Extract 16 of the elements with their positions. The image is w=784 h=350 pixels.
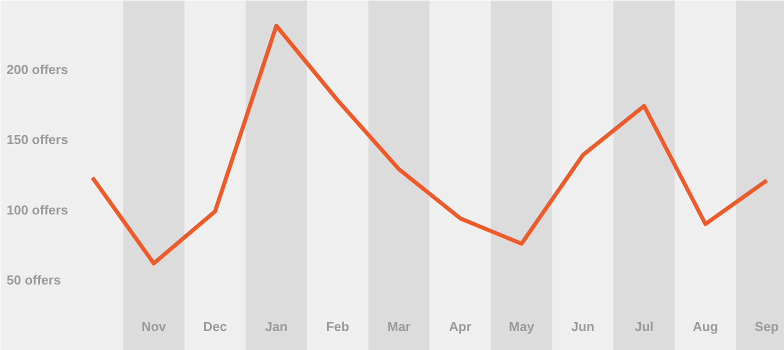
x-tick-label: May (508, 319, 535, 334)
x-tick-label: Jan (265, 319, 288, 334)
y-tick-label: 150 offers (6, 132, 68, 148)
x-tick-label: Feb (326, 319, 350, 334)
x-tick-label: Jul (634, 319, 654, 334)
y-tick-label: 100 offers (6, 202, 68, 218)
x-tick-label: Jun (571, 319, 594, 334)
line-series (90, 24, 769, 266)
x-tick-label: Nov (141, 319, 167, 334)
x-tick-label: Dec (203, 319, 227, 334)
x-tick-label: Aug (692, 319, 718, 334)
x-tick-label: Sep (754, 319, 779, 334)
x-tick-label: Mar (387, 319, 410, 334)
x-tick-label: Apr (449, 319, 472, 334)
y-tick-label: 200 offers (6, 62, 68, 77)
y-tick-label: 50 offers (6, 272, 61, 288)
